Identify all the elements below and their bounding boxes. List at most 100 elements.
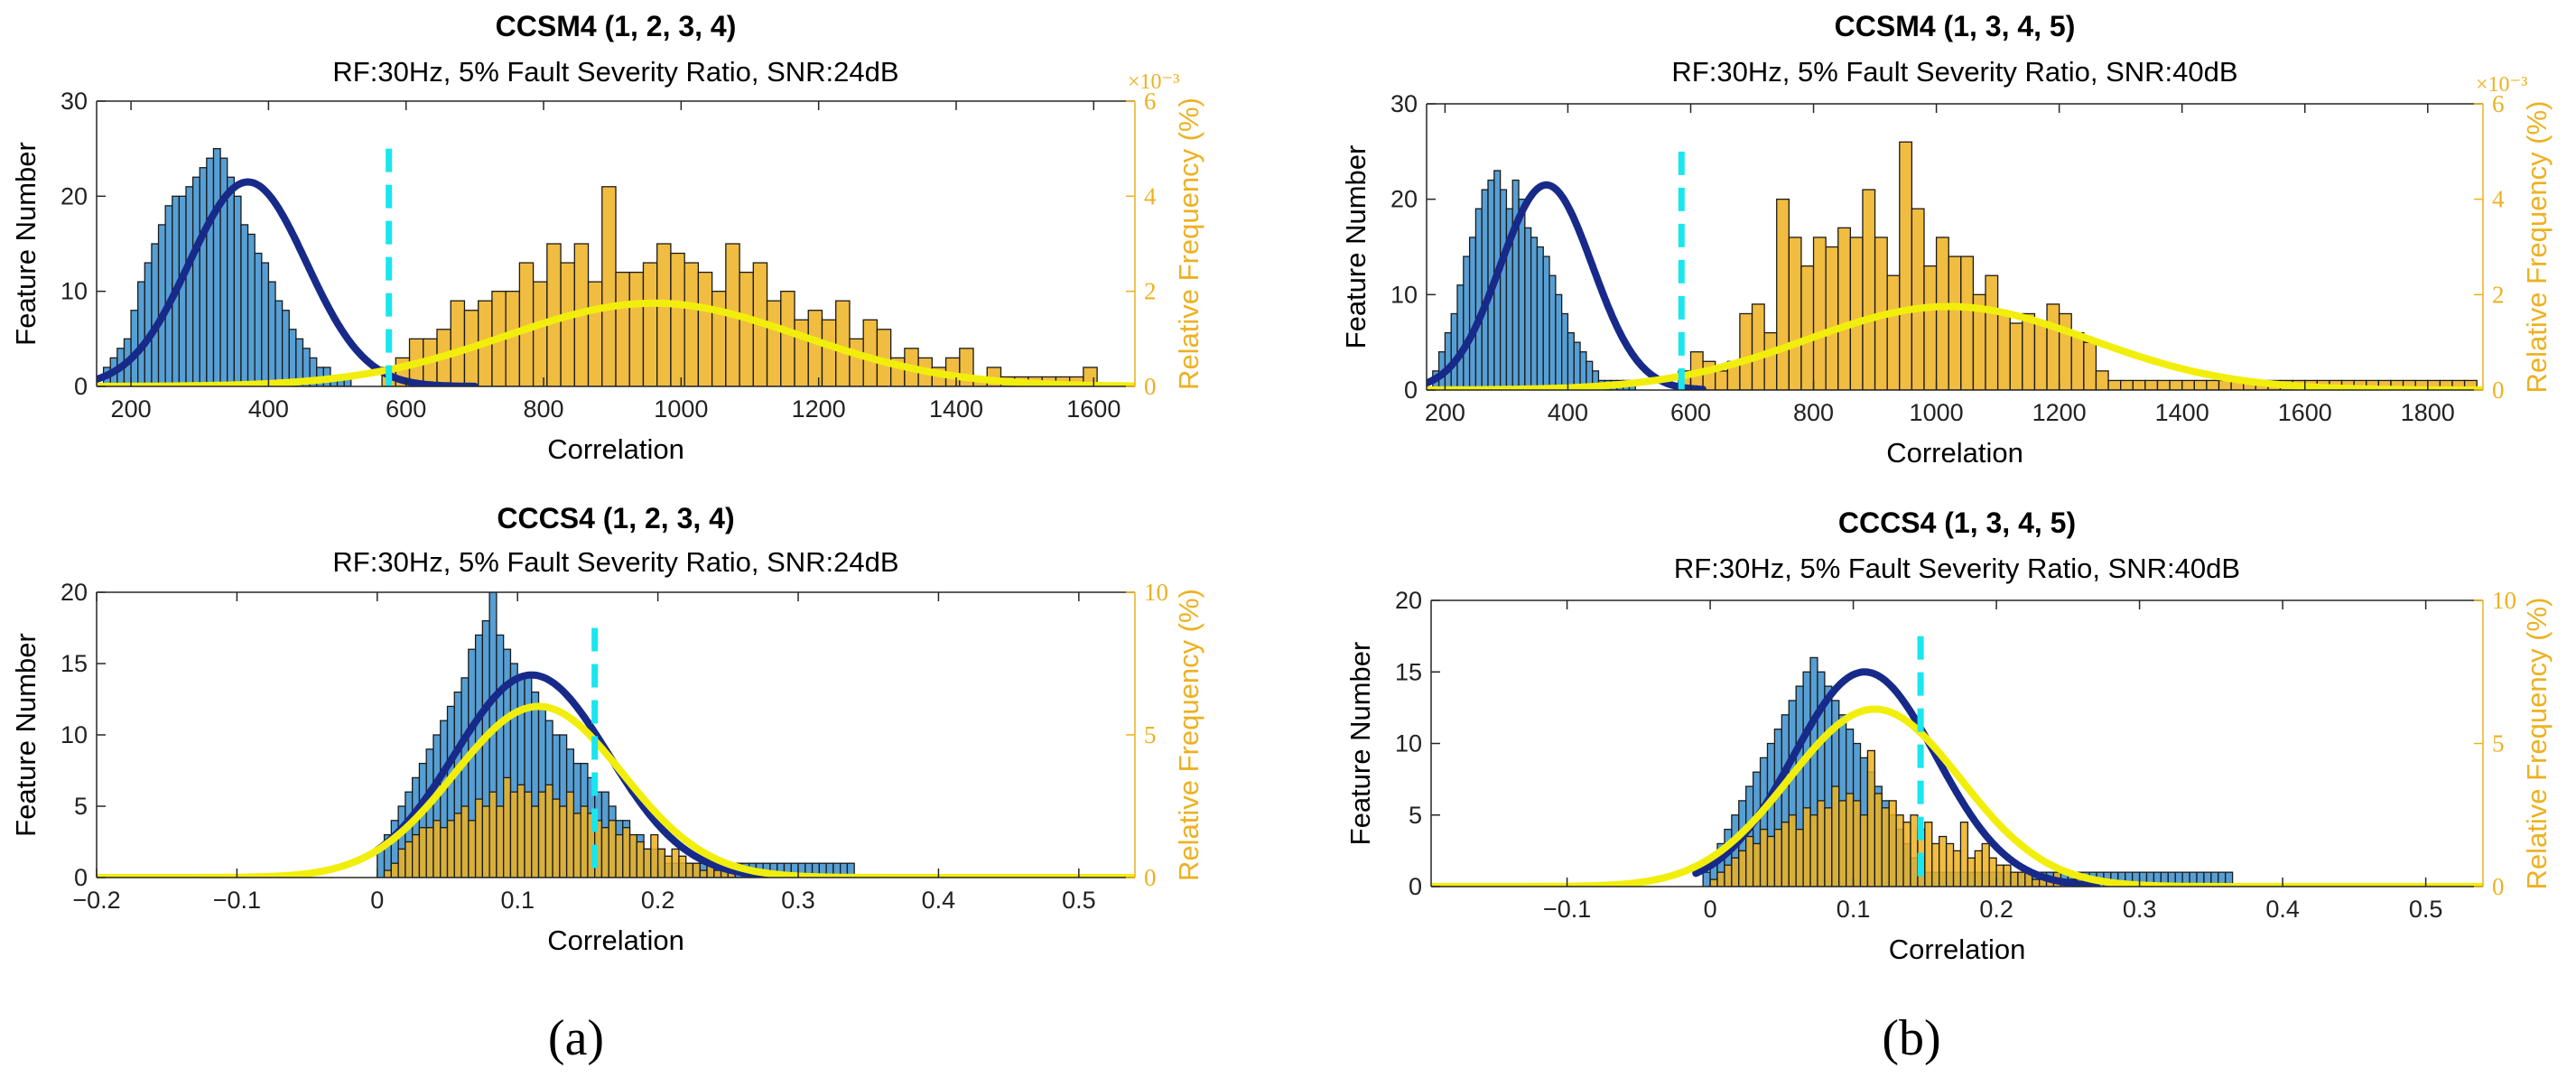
x-tick-label: 400 [248, 395, 289, 423]
y-tick-label: 10 [60, 278, 88, 305]
histogram-bar [227, 176, 235, 386]
x-tick-label: 0.4 [922, 887, 956, 914]
histogram-bar [1573, 341, 1581, 390]
histogram-bar [587, 281, 603, 386]
histogram-bar [137, 281, 145, 386]
y-tick-label: 0 [1409, 873, 1422, 900]
histogram-bar [1766, 835, 1776, 887]
histogram-bar [1981, 842, 1990, 887]
histogram-bar [1846, 793, 1855, 887]
histogram-bar [572, 813, 581, 878]
histogram-bar [440, 827, 449, 878]
histogram-bar [1824, 807, 1833, 887]
histogram-bar [1960, 255, 1975, 390]
histogram-bar [636, 841, 645, 878]
histogram-bar [1468, 237, 1477, 390]
histogram-bar [425, 827, 434, 878]
histogram-bar [1759, 828, 1769, 887]
histogram-bar [699, 869, 708, 878]
y2-axis-label: Relative Frequency (%) [2521, 598, 2553, 890]
histogram-bar [1561, 312, 1569, 390]
histogram-bar [240, 224, 249, 386]
x-tick-label: −0.1 [1543, 896, 1591, 923]
histogram-bar [503, 776, 512, 878]
histogram-bar [2009, 322, 2023, 390]
histogram-bar [199, 167, 208, 386]
y-axis-label: Feature Number [1344, 642, 1376, 846]
histogram-bar [2003, 864, 2012, 887]
histogram-bar [254, 252, 263, 386]
histogram-bar [1939, 835, 1948, 887]
y-tick-label: 0 [74, 864, 88, 891]
plot-area [1431, 636, 2483, 887]
y-tick-label: 15 [1395, 658, 1422, 685]
x-tick-label: 0.4 [2265, 896, 2300, 923]
histogram-bar [474, 798, 484, 878]
histogram-bar [2169, 379, 2183, 390]
histogram-bar [664, 855, 673, 878]
y2-tick-label: 6 [1144, 88, 1157, 115]
histogram-bar [565, 791, 575, 878]
x-tick-label: 200 [111, 395, 152, 423]
histogram-bar [488, 791, 498, 878]
chart-subtitle: RF:30Hz, 5% Fault Severity Ratio, SNR:24… [332, 546, 898, 578]
y-tick-label: 20 [1395, 587, 1422, 614]
histogram-bar [794, 319, 809, 386]
histogram-bar [544, 784, 553, 878]
x-tick-label: 0.1 [500, 887, 535, 914]
histogram-bar [1555, 293, 1563, 390]
histogram-bar [397, 848, 406, 878]
y2-tick-label: 5 [1144, 721, 1157, 748]
histogram-bar [1931, 842, 1940, 887]
x-tick-label: 1600 [1066, 395, 1121, 423]
histogram-bar [212, 148, 221, 386]
y2-tick-label: 6 [2492, 90, 2505, 117]
histogram-bar [516, 784, 525, 878]
histogram-bar [1481, 189, 1489, 390]
histogram-bar [1511, 179, 1520, 390]
histogram-bar [2181, 379, 2195, 390]
histogram-series-blue [102, 148, 352, 386]
panel-label-b: (b) [1882, 1010, 1940, 1066]
histogram-bar [1800, 265, 1815, 390]
x-tick-label: 0 [1704, 896, 1717, 923]
histogram-bar [274, 300, 284, 386]
histogram-bar [552, 798, 561, 878]
y2-axis-label: Relative Frequency (%) [1173, 98, 1204, 390]
chart-a-top: CCSM4 (1, 2, 3, 4) RF:30Hz, 5% Fault Seve… [10, 10, 1204, 465]
histogram-bar [405, 841, 414, 878]
histogram-bar [1456, 284, 1465, 390]
histogram-bar [261, 262, 270, 386]
x-axis-label: Correlation [547, 924, 684, 956]
histogram-bar [178, 195, 187, 386]
histogram-bar [780, 291, 795, 386]
histogram-bar [2107, 379, 2122, 390]
x-tick-label: 1000 [1910, 399, 1964, 426]
histogram-bar [628, 833, 637, 878]
histogram-bar [2058, 312, 2072, 390]
y-tick-label: 10 [1395, 730, 1422, 757]
histogram-bar [1923, 265, 1938, 390]
histogram-bar [1888, 800, 1897, 887]
histogram-bar [2032, 878, 2041, 887]
y-tick-label: 5 [74, 793, 88, 820]
histogram-bar [846, 862, 855, 878]
histogram-bar [1862, 189, 1876, 390]
y-tick-label: 20 [60, 182, 88, 209]
x-tick-label: 400 [1548, 399, 1588, 426]
x-tick-label: 200 [1425, 399, 1465, 426]
histogram-bar [233, 195, 242, 386]
histogram-bar [412, 833, 421, 878]
histogram-bar [1945, 842, 1955, 887]
chart-title: CCCS4 (1, 3, 4, 5) [1838, 506, 2076, 539]
histogram-bar [2144, 379, 2159, 390]
chart-title: CCSM4 (1, 2, 3, 4) [496, 10, 737, 42]
y2-tick-label: 0 [1144, 373, 1157, 400]
histogram-bar [615, 833, 624, 878]
y-tick-label: 5 [1409, 802, 1422, 829]
histogram-bar [537, 791, 546, 878]
y-axis-label: Feature Number [10, 142, 42, 346]
y2-tick-label: 4 [1144, 182, 1157, 209]
x-tick-label: 1200 [2032, 399, 2087, 426]
histogram-series-orange [381, 186, 1098, 386]
